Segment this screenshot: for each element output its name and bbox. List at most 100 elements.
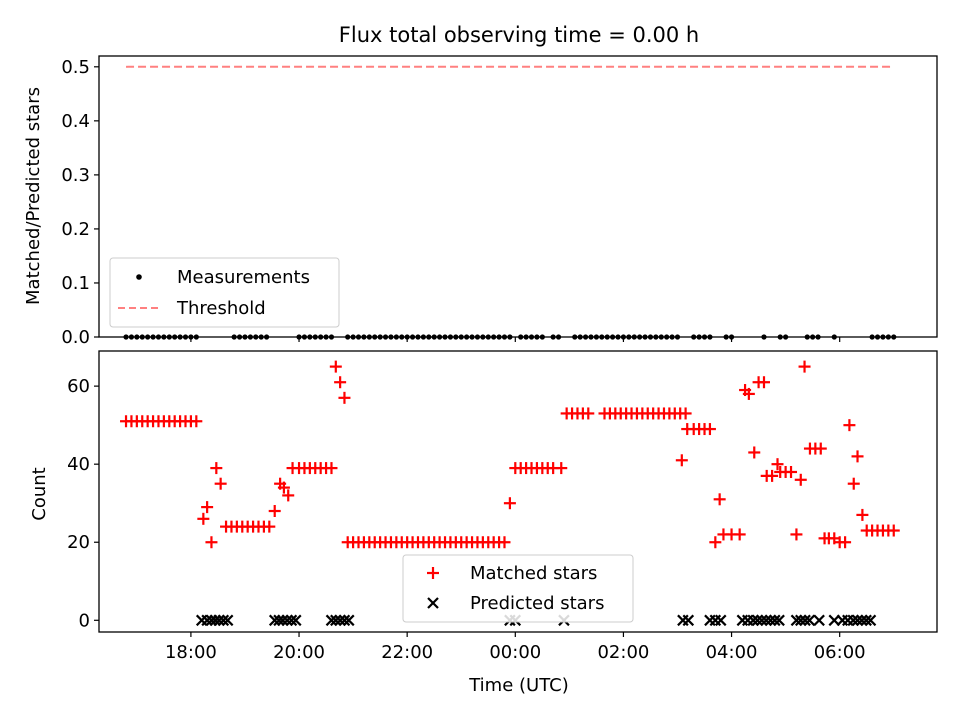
matched-star-point [325, 462, 338, 475]
measurement-point [355, 334, 362, 340]
measurement-point [707, 334, 713, 340]
measurement-point [620, 334, 627, 340]
measurement-point [783, 334, 789, 340]
matched-star-point [839, 536, 852, 549]
matched-star-point [334, 376, 347, 389]
legend-threshold-label: Threshold [176, 298, 266, 319]
bottom-xtick-label: 20:00 [273, 642, 325, 663]
measurement-point [474, 334, 481, 340]
legend-matched-marker [427, 567, 439, 579]
measurement-point [691, 334, 697, 340]
predicted-star-point [213, 614, 225, 627]
measurement-point [193, 334, 199, 340]
measurement-point [593, 334, 599, 340]
top-panel: 0.0 0.1 0.2 0.3 0.4 0.5 Matched/Predicted sta… [23, 55, 938, 348]
top-ytick-label: 0.0 [61, 327, 90, 348]
predicted-star-point [851, 614, 864, 627]
predicted-star-point [709, 614, 722, 627]
measurement-point [301, 334, 308, 340]
top-ylabel: Matched/Predicted stars [23, 87, 44, 305]
legend-measurements-label: Measurements [177, 267, 310, 288]
matched-star-point [201, 501, 214, 514]
matched-star-point [210, 462, 223, 475]
matched-star-point [277, 481, 290, 494]
measurement-point [491, 334, 497, 340]
top-ytick-label: 0.5 [61, 57, 90, 78]
measurement-point [382, 334, 389, 340]
matched-star-point [498, 536, 511, 549]
bottom-xtick-label: 18:00 [165, 642, 217, 663]
measurement-point [345, 334, 351, 340]
matched-star-point [329, 360, 342, 373]
measurement-point [658, 334, 664, 340]
legend-measurements-marker [136, 274, 142, 280]
measurement-point [431, 334, 437, 340]
measurement-point [426, 334, 432, 340]
matched-star-point [190, 415, 203, 428]
measurement-point [296, 334, 302, 340]
top-ytick-label: 0.3 [61, 165, 90, 186]
measurement-point [664, 334, 670, 340]
predicted-star-point [842, 614, 854, 627]
bottom-xtick-label: 06:00 [814, 642, 866, 663]
bottom-legend: Matched stars Predicted stars [402, 554, 634, 623]
measurement-point [388, 334, 394, 340]
measurement-point [453, 334, 459, 340]
bottom-panel: 0 20 40 60 18:00 20:00 22:00 00:00 02:00 04:00 06… [29, 350, 938, 696]
predicted-star-point [330, 614, 342, 627]
measurement-point [264, 334, 270, 340]
measurement-point [464, 334, 470, 340]
matched-star-point [703, 423, 716, 436]
bottom-ytick-label: 0 [79, 610, 90, 631]
bottom-xtick-label: 00:00 [489, 642, 541, 663]
predicted-star-point [756, 614, 768, 627]
measurement-point [420, 334, 426, 340]
bottom-ylabel: Count [29, 467, 50, 520]
measurement-point [696, 334, 702, 340]
predicted-star-point [813, 614, 825, 627]
measurement-point [610, 334, 616, 340]
measurement-point [404, 334, 410, 340]
top-legend-box [109, 257, 340, 328]
predicted-star-point [773, 614, 785, 627]
legend-predicted-marker [427, 597, 439, 609]
matched-star-point [197, 512, 210, 525]
measurement-point [507, 334, 513, 340]
measurement-point [177, 334, 183, 340]
predicted-star-point [704, 614, 716, 627]
bottom-xtick-label: 02:00 [597, 642, 649, 663]
matched-star-point [338, 391, 351, 404]
matched-star-point [748, 446, 761, 459]
matched-star-point [887, 524, 900, 537]
measurement-point [831, 334, 837, 340]
predicted-star-point [334, 614, 346, 627]
predicted-star-point [736, 614, 749, 627]
measurement-point [669, 334, 675, 340]
matched-star-point [205, 536, 218, 549]
matched-star-point [263, 520, 276, 533]
measurement-point [188, 334, 194, 340]
predicted-star-point [803, 614, 816, 627]
predicted-star-point [217, 614, 230, 627]
matched-star-point [282, 489, 295, 502]
predicted-star-point [794, 614, 807, 627]
predicted-star-point [285, 614, 298, 627]
measurement-point [642, 334, 648, 340]
measurement-point [150, 334, 156, 340]
measurement-point [134, 334, 140, 340]
measurement-point [242, 334, 248, 340]
measurement-point [885, 334, 891, 340]
matched-star-point [814, 442, 827, 455]
bottom-ytick-label: 60 [67, 376, 90, 397]
predicted-star-point [790, 614, 803, 627]
measurement-point [599, 334, 605, 340]
matched-star-point [766, 469, 779, 482]
measurement-point [891, 334, 897, 340]
top-ytick-label: 0.4 [61, 111, 90, 132]
measurement-point [518, 334, 524, 340]
bottom-xtick-label: 22:00 [381, 642, 433, 663]
measurement-point [653, 334, 659, 340]
measurement-point [377, 334, 383, 340]
measurement-point [393, 334, 399, 340]
